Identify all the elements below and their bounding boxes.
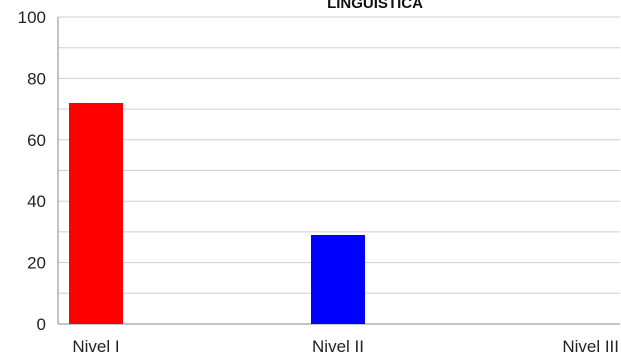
y-tick-label: 40 — [27, 192, 46, 211]
grid-lines — [58, 16, 620, 294]
y-tick-label: 60 — [27, 131, 46, 150]
x-category-label: Nivel I — [72, 337, 119, 356]
y-tick-label: 20 — [27, 254, 46, 273]
bar-nivel-i — [69, 102, 123, 325]
y-tick-label: 100 — [18, 8, 46, 27]
x-category-label: Nivel II — [312, 337, 364, 356]
x-category-labels: Nivel I Nivel II Nivel III — [72, 337, 619, 356]
y-tick-label: 80 — [27, 69, 46, 88]
x-category-label: Nivel III — [562, 337, 619, 356]
bar-nivel-ii — [311, 234, 365, 324]
bars — [69, 102, 365, 325]
y-tick-label: 0 — [37, 315, 46, 334]
y-tick-labels: 0 20 40 60 80 100 — [18, 8, 46, 334]
chart-title: LINGÜÍSTICA — [327, 0, 423, 12]
